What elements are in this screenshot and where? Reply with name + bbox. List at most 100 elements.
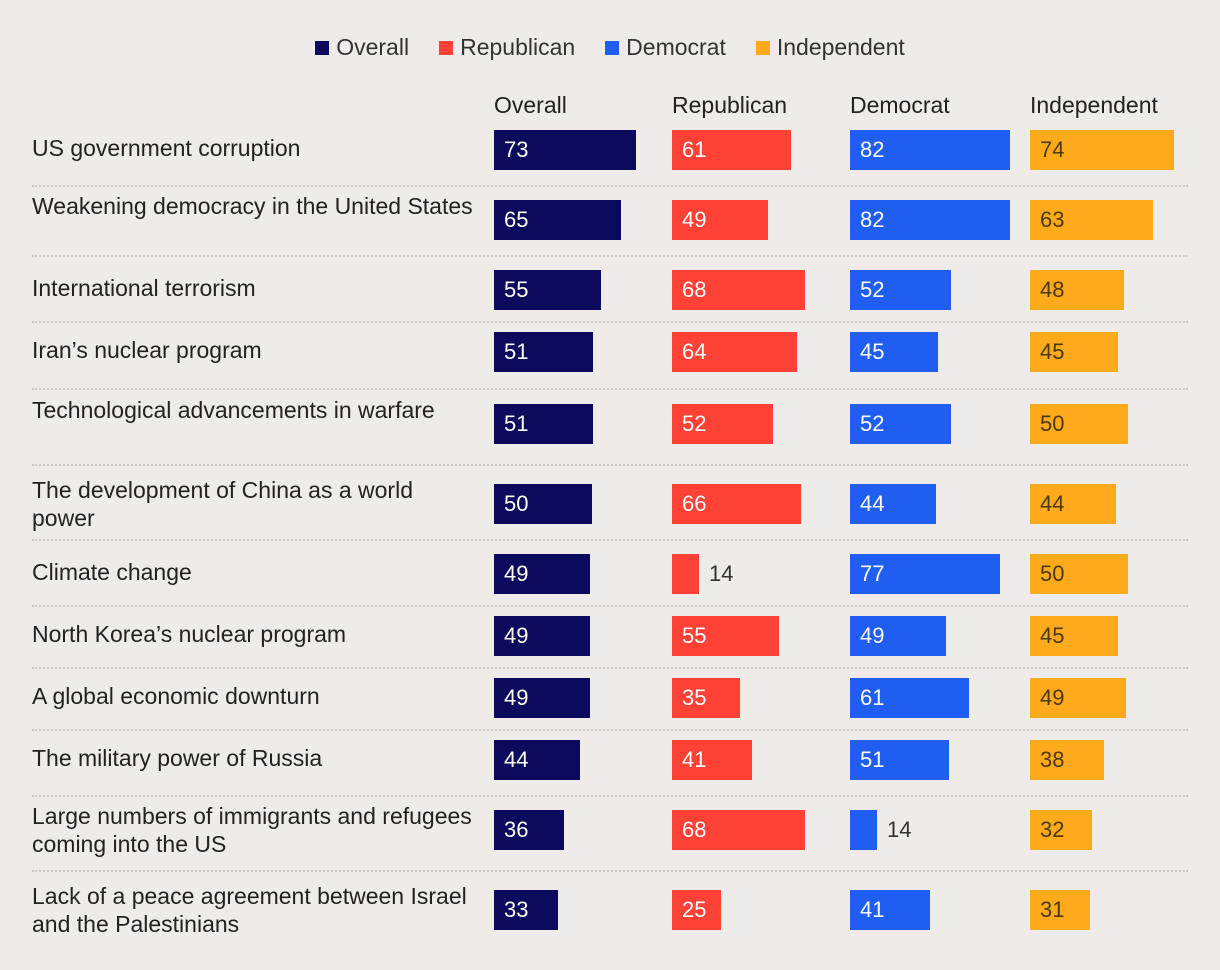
column-header-democrat: Democrat (850, 92, 950, 118)
data-label-democrat: 49 (860, 623, 885, 648)
row-divider (32, 321, 1188, 323)
column-headers: Overall Republican Democrat Independent (0, 92, 1220, 122)
category-label: Large numbers of immigrants and refugees… (32, 803, 472, 857)
data-label-independent: 63 (1040, 207, 1065, 232)
data-label-republican: 64 (682, 339, 707, 364)
bar-democrat (850, 616, 946, 656)
bar-democrat (850, 270, 951, 310)
bar-overall (494, 130, 636, 170)
data-label-independent: 45 (1040, 339, 1065, 364)
data-label-republican: 14 (709, 561, 734, 586)
data-label-democrat: 77 (860, 561, 885, 586)
legend-label-democrat: Democrat (626, 34, 726, 60)
bar-democrat (850, 200, 1010, 240)
data-label-overall: 50 (504, 491, 529, 516)
bar-independent (1030, 270, 1124, 310)
bar-independent (1030, 810, 1092, 850)
bar-republican (672, 484, 801, 524)
category-label: A global economic downturn (32, 683, 320, 709)
data-label-overall: 44 (504, 747, 529, 772)
legend-label-independent: Independent (776, 34, 905, 60)
data-label-independent: 38 (1040, 747, 1065, 772)
data-label-republican: 25 (682, 897, 707, 922)
data-label-independent: 49 (1040, 685, 1065, 710)
bar-overall (494, 810, 564, 850)
legend-swatch-democrat (605, 40, 620, 55)
row-divider (32, 388, 1188, 390)
data-label-independent: 31 (1040, 897, 1065, 922)
category-label: Climate change (32, 559, 192, 585)
row-divider (32, 729, 1188, 731)
legend-item-overall: Overall (315, 34, 409, 61)
row-divider (32, 539, 1188, 541)
bar-overall (494, 890, 558, 930)
bar-independent (1030, 332, 1118, 372)
data-label-independent: 48 (1040, 277, 1065, 302)
data-label-democrat: 45 (860, 339, 885, 364)
bar-republican (672, 740, 752, 780)
bar-independent (1030, 740, 1104, 780)
data-label-overall: 73 (504, 137, 529, 162)
bar-republican (672, 678, 740, 718)
bar-republican (672, 890, 721, 930)
row-divider (32, 667, 1188, 669)
data-label-overall: 49 (504, 623, 529, 648)
bar-independent (1030, 200, 1153, 240)
bar-republican (672, 616, 779, 656)
bar-democrat (850, 678, 969, 718)
category-label: Technological advancements in warfare (32, 397, 435, 423)
category-label: North Korea’s nuclear program (32, 621, 347, 647)
bar-independent (1030, 554, 1128, 594)
data-label-overall: 55 (504, 277, 529, 302)
bar-republican (672, 810, 805, 850)
data-label-democrat: 82 (860, 137, 885, 162)
category-label: The military power of Russia (32, 745, 323, 771)
data-label-independent: 44 (1040, 491, 1065, 516)
row-divider (32, 464, 1188, 466)
bar-overall (494, 616, 590, 656)
data-label-democrat: 44 (860, 491, 885, 516)
data-label-independent: 50 (1040, 561, 1065, 586)
data-label-democrat: 14 (887, 817, 912, 842)
legend-item-independent: Independent (755, 34, 905, 61)
legend-swatch-overall (315, 40, 330, 55)
data-label-democrat: 52 (860, 277, 885, 302)
row-divider (32, 255, 1188, 257)
bar-independent (1030, 678, 1126, 718)
data-label-republican: 55 (682, 623, 707, 648)
legend-label-overall: Overall (336, 34, 410, 60)
data-label-overall: 51 (504, 411, 529, 436)
bar-overall (494, 200, 621, 240)
data-label-overall: 33 (504, 897, 529, 922)
bar-democrat (850, 404, 951, 444)
bar-independent (1030, 404, 1128, 444)
bar-republican (672, 554, 699, 594)
data-label-republican: 68 (682, 817, 707, 842)
data-label-democrat: 61 (860, 685, 885, 710)
bar-independent (1030, 484, 1116, 524)
data-label-republican: 52 (682, 411, 707, 436)
category-label: US government corruption (32, 135, 301, 161)
data-label-republican: 41 (682, 747, 707, 772)
legend-swatch-independent (755, 40, 770, 55)
bar-overall (494, 740, 580, 780)
data-label-independent: 45 (1040, 623, 1065, 648)
category-label: The development of China as a world powe… (32, 477, 413, 531)
row-divider (32, 870, 1188, 872)
category-label: Lack of a peace agreement between Israel… (32, 883, 467, 937)
bar-republican (672, 404, 773, 444)
bar-republican (672, 270, 805, 310)
bar-democrat (850, 130, 1010, 170)
data-label-republican: 66 (682, 491, 707, 516)
bar-overall (494, 404, 593, 444)
data-label-democrat: 82 (860, 207, 885, 232)
data-label-democrat: 52 (860, 411, 885, 436)
legend-label-republican: Republican (460, 34, 576, 60)
data-label-independent: 74 (1040, 137, 1065, 162)
data-label-independent: 32 (1040, 817, 1065, 842)
legend: Overall Republican Democrat Independent (0, 34, 1220, 61)
bar-overall (494, 678, 590, 718)
column-header-republican: Republican (672, 92, 788, 118)
bar-democrat (850, 810, 877, 850)
bar-overall (494, 484, 592, 524)
